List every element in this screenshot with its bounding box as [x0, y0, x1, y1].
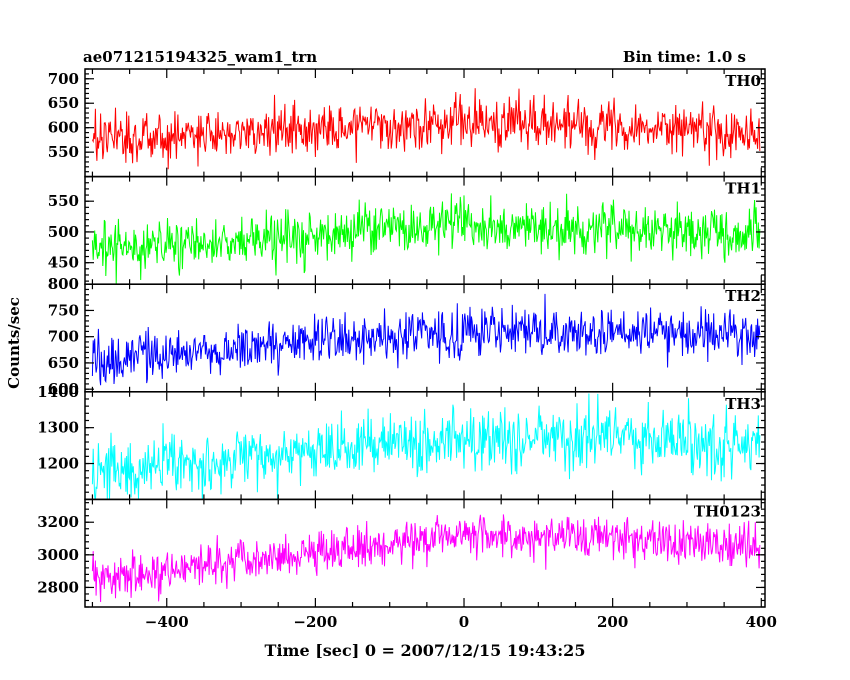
- panel-frame: [84, 283, 766, 393]
- y-tick-label: 750: [48, 301, 79, 319]
- y-tick-label: 450: [48, 254, 79, 272]
- x-tick-label: 400: [746, 613, 777, 631]
- y-tick-label: 650: [48, 354, 79, 372]
- y-tick-label: 650: [48, 94, 79, 112]
- y-tick-label: 700: [48, 328, 79, 346]
- chart-title: ae071215194325_wam1_trn: [83, 48, 317, 66]
- x-tick-label: −400: [145, 613, 189, 631]
- series-th1: [91, 193, 761, 284]
- series-th2: [91, 293, 761, 386]
- panel-label: TH0: [725, 72, 761, 90]
- y-tick-label: 3200: [37, 513, 79, 531]
- panels: 550 600 650 700 TH0 450 500 550 TH1 600 650 700 750 8…: [37, 68, 766, 608]
- y-tick-label: 600: [48, 119, 79, 137]
- y-tick-label: 700: [48, 70, 79, 88]
- panel-th0: 550 600 650 700 TH0: [48, 68, 766, 178]
- panel-label: TH1: [725, 180, 761, 198]
- y-tick-label: 550: [48, 192, 79, 210]
- x-tick-label: 0: [459, 613, 469, 631]
- x-axis: −400 −200 0 200 400: [145, 613, 777, 631]
- panel-th1: 450 500 550 TH1: [48, 175, 766, 285]
- panel-frame: [84, 391, 766, 501]
- y-tick-label: 550: [48, 143, 79, 161]
- x-axis-label: Time [sec] 0 = 2007/12/15 19:43:25: [265, 641, 586, 660]
- panel-label: TH3: [725, 395, 761, 413]
- panel-frame: [84, 498, 766, 608]
- panel-th3: 1200 1300 1400 TH3: [37, 383, 766, 501]
- series-th3: [91, 393, 761, 500]
- panel-frame: [84, 68, 766, 178]
- panel-th2: 600 650 700 750 800 TH2: [48, 275, 766, 398]
- y-tick-label: 600: [48, 380, 79, 398]
- bin-time-label: Bin time: 1.0 s: [623, 48, 746, 66]
- y-tick-label: 3000: [37, 546, 79, 564]
- panel-label: TH2: [725, 287, 761, 305]
- x-tick-label: −200: [293, 613, 337, 631]
- y-tick-label: 800: [48, 275, 79, 293]
- y-tick-label: 1400: [37, 383, 79, 401]
- y-tick-label: 1200: [37, 455, 79, 473]
- y-axis-label: Counts/sec: [5, 297, 23, 389]
- panel-th0123: 2800 3000 3200 TH0123: [37, 498, 766, 608]
- series-th0: [91, 88, 761, 170]
- y-tick-label: 500: [48, 223, 79, 241]
- y-tick-label: 1300: [37, 419, 79, 437]
- x-tick-label: 200: [597, 613, 628, 631]
- series-th0123: [91, 514, 761, 603]
- panel-label: TH0123: [694, 502, 761, 520]
- y-tick-label: 2800: [37, 578, 79, 596]
